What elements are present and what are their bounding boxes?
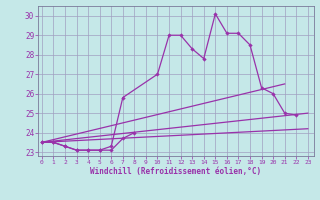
X-axis label: Windchill (Refroidissement éolien,°C): Windchill (Refroidissement éolien,°C)	[91, 167, 261, 176]
